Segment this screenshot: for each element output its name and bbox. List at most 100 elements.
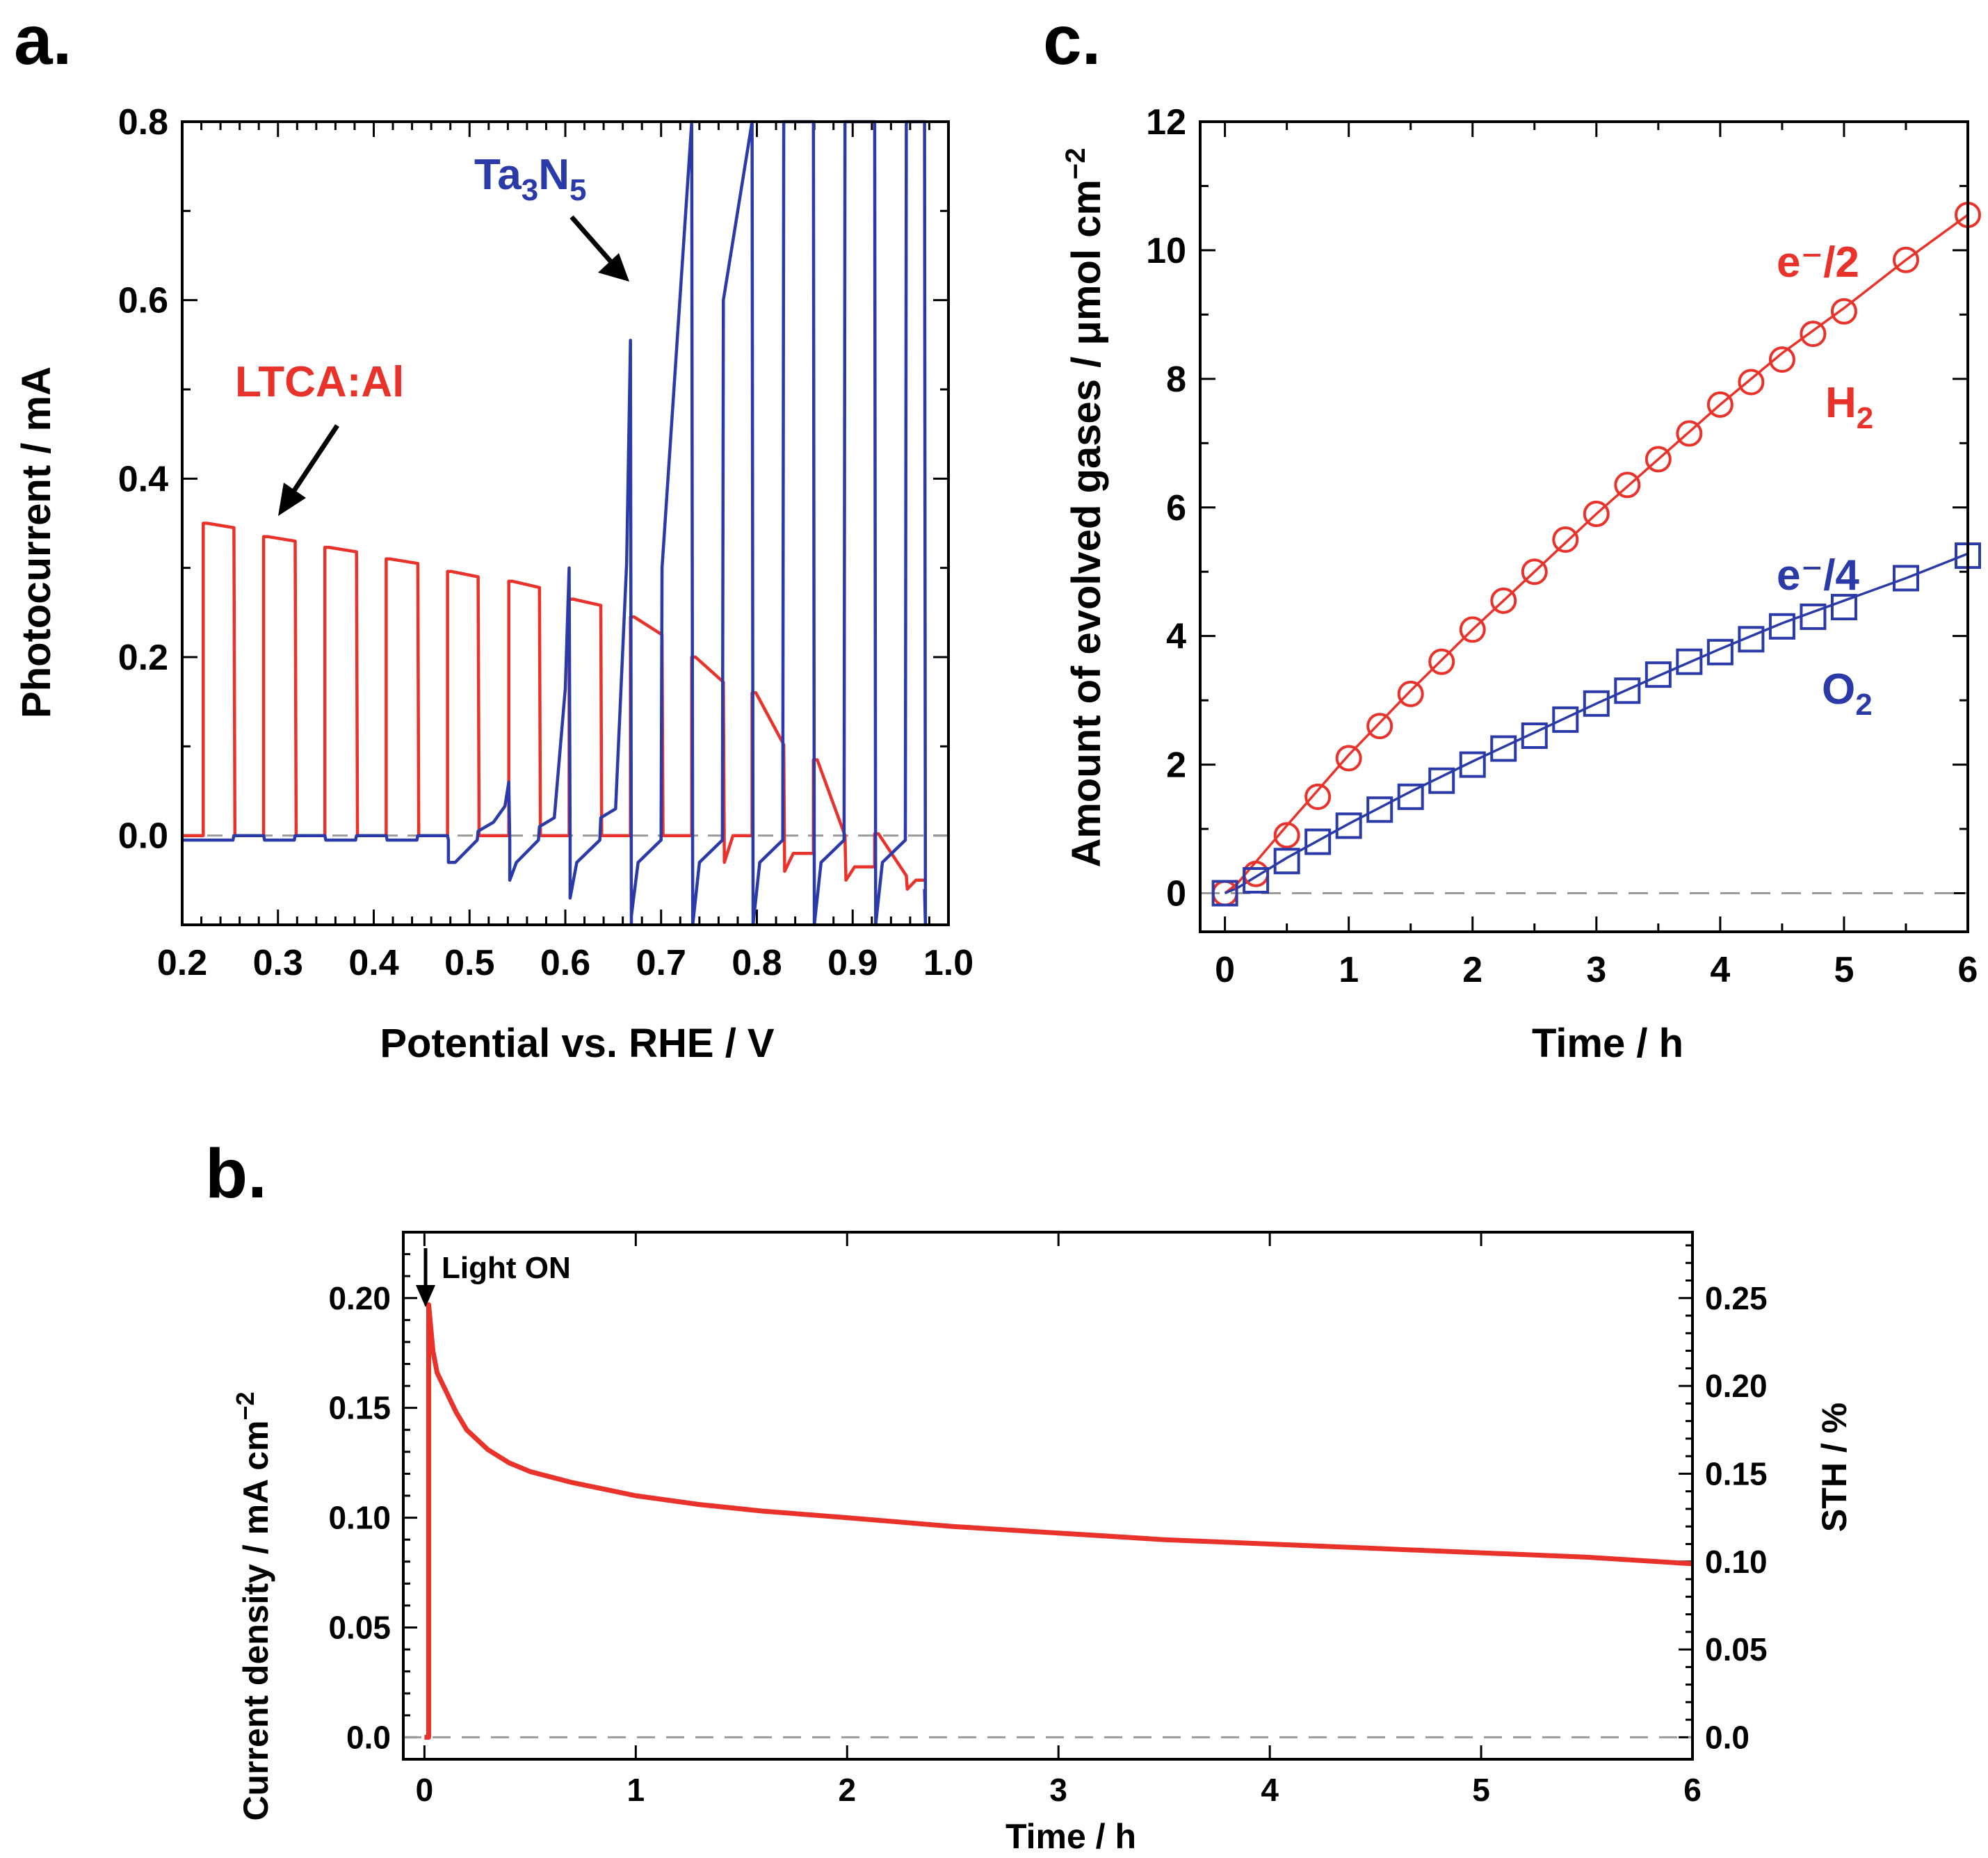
h2-point (1830, 298, 1857, 325)
panel-a-label: a. (14, 1, 72, 79)
panel-c-x-tick-label: 2 (1462, 950, 1482, 990)
h2-point (1614, 471, 1641, 499)
panel-a-y-tick-label: 0.8 (118, 102, 168, 143)
panel-a-y-tick-label: 0.6 (118, 281, 168, 321)
o2-point (1521, 722, 1548, 749)
e-per-4-label: e⁻/4 (1777, 551, 1859, 599)
o2-point (1304, 828, 1332, 855)
light-on-arrow-head (416, 1285, 435, 1307)
o2-point (1830, 594, 1857, 621)
panel-b-x-tick-label: 4 (1261, 1772, 1279, 1808)
h2-point (1738, 369, 1765, 396)
o2-point (1243, 867, 1270, 894)
panel-b-x-tick-label: 1 (627, 1772, 645, 1808)
o2-point (1490, 735, 1517, 762)
o2-point (1211, 880, 1238, 907)
panel-a-x-tick-label: 0.3 (253, 943, 303, 983)
h2-point (1800, 321, 1827, 348)
h2-label: H2 (1825, 379, 1873, 435)
panel-c-y-tick-label: 4 (1166, 617, 1186, 657)
e-per-4-line (1224, 552, 1969, 895)
panel-c-x-tick-label: 1 (1339, 950, 1359, 990)
panel-c-label: c. (1043, 1, 1101, 79)
panel-c-y-tick-label: 2 (1166, 745, 1186, 786)
panel-b-x-tick-label: 2 (838, 1772, 856, 1808)
o2-point (1397, 783, 1424, 810)
h2-point (1335, 745, 1362, 772)
panel-c-x-axis-title: Time / h (1532, 1021, 1683, 1066)
panel-a-x-tick-label: 0.5 (444, 943, 494, 983)
panel-b-label: b. (205, 1135, 267, 1213)
panel-b-x-tick-label: 6 (1683, 1772, 1702, 1808)
o2-point (1273, 848, 1300, 875)
panel-a-x-tick-label: 0.8 (732, 943, 782, 983)
h2-point (1644, 446, 1672, 473)
h2-point (1459, 616, 1486, 643)
o2-point (1614, 677, 1641, 704)
panel-a-x-tick-label: 0.6 (540, 943, 590, 983)
panel-b: b. 0 1 2 3 4 5 60.00.050.100.150.200.00.050.10… (205, 1135, 1854, 1856)
panel-c-x-tick-label: 0 (1215, 950, 1235, 990)
panel-b-x-tick-label: 3 (1049, 1772, 1067, 1808)
panel-a: a. 0.2 0.3 0.4 0.5 0.6 0.7 0.8 0.9 1.0 0.0 0.2 0.4 0… (14, 1, 973, 1066)
ta3n5-arrow-shaft (569, 215, 614, 265)
h2-point (1892, 246, 1919, 273)
panel-a-x-tick-label: 0.9 (827, 943, 878, 983)
panel-a-x-tick-label: 0.4 (348, 943, 398, 983)
ltca-al-arrow-shaft (290, 424, 339, 495)
panel-b-x-tick-label: 5 (1472, 1772, 1490, 1808)
ltca-al-label: LTCA:Al (235, 358, 404, 406)
o2-point (1892, 565, 1919, 592)
panel-c-x-tick-label: 5 (1834, 950, 1854, 990)
panel-c-y-axis-title: Amount of evolved gases / μmol cm−2 (1060, 147, 1109, 867)
current-density-series-line (424, 1302, 1693, 1740)
panel-c-plot-frame (1199, 120, 1969, 933)
panel-b-y2-axis-title: STH / % (1815, 1403, 1854, 1532)
panel-a-y-tick-label: 0.4 (118, 459, 168, 499)
o2-point (1583, 690, 1610, 717)
panel-b-y-tick-label: 0.15 (328, 1390, 391, 1426)
panel-b-y2-tick-label: 0.10 (1705, 1544, 1768, 1580)
light-on-label: Light ON (442, 1251, 571, 1285)
o2-point (1644, 661, 1672, 688)
h2-point (1490, 587, 1517, 614)
panel-b-y2-tick-label: 0.0 (1705, 1719, 1749, 1755)
h2-point (1304, 783, 1332, 810)
o2-point (1768, 613, 1795, 640)
h2-point (1366, 713, 1393, 740)
panel-c-x-tick-label: 6 (1958, 950, 1978, 990)
h2-point (1706, 391, 1734, 418)
h2-point (1397, 680, 1424, 707)
h2-point (1243, 860, 1270, 887)
panel-a-x-tick-label: 1.0 (923, 943, 973, 983)
panel-b-y-tick-label: 0.0 (346, 1719, 391, 1755)
panel-b-x-tick-label: 0 (416, 1772, 434, 1808)
h2-point (1521, 558, 1548, 585)
panel-a-x-tick-label: 0.2 (157, 943, 207, 983)
panel-c-x-tick-label: 4 (1710, 950, 1730, 990)
panel-a-plot-frame (181, 120, 950, 926)
o2-point (1366, 796, 1393, 823)
panel-c-y-tick-label: 0 (1166, 874, 1186, 914)
ta3n5-arrow-head (598, 253, 629, 282)
panel-c-y-tick-label: 8 (1166, 360, 1186, 400)
panel-b-x-axis-title: Time / h (1005, 1817, 1136, 1856)
panel-b-y2-tick-label: 0.05 (1705, 1631, 1768, 1667)
h2-point (1676, 420, 1703, 447)
panel-a-y-tick-label: 0.2 (118, 638, 168, 678)
ltca-al-arrow-head (278, 483, 306, 516)
ta3n5-series-line (182, 120, 928, 927)
o2-label: O2 (1822, 665, 1873, 722)
panel-b-y-tick-label: 0.20 (328, 1280, 391, 1316)
o2-point (1800, 603, 1827, 630)
panel-b-y-tick-label: 0.05 (328, 1610, 391, 1646)
ta3n5-label: Ta3N5 (474, 151, 587, 207)
h2-point (1583, 501, 1610, 528)
e-per-2-label: e⁻/2 (1777, 239, 1859, 286)
panel-b-plot-frame (402, 1231, 1694, 1761)
h2-point (1768, 346, 1795, 373)
o2-point (1428, 767, 1455, 794)
panel-b-y2-tick-label: 0.20 (1705, 1368, 1768, 1404)
